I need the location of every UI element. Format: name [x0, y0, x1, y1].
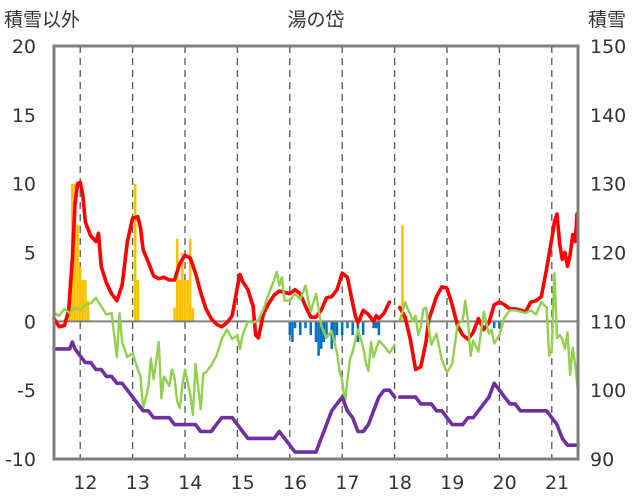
- left-tick-label: 5: [24, 243, 36, 265]
- vertical-gridlines: [79, 46, 553, 459]
- right-tick-label: 130: [590, 174, 626, 196]
- bar: [188, 238, 192, 322]
- bar: [401, 224, 404, 322]
- left-tick-labels: 20 15 10 5 0 -5 -10: [5, 36, 36, 471]
- right-tick-label: 90: [590, 449, 614, 471]
- bar: [304, 321, 307, 329]
- bar: [375, 321, 378, 329]
- bar: [186, 280, 189, 322]
- bar: [340, 321, 344, 336]
- left-tick-label: 10: [12, 174, 36, 196]
- bar: [492, 321, 496, 329]
- bar: [317, 321, 320, 356]
- right-axis-label: 積雪: [588, 9, 626, 31]
- right-tick-labels: 150 140 130 120 110 100 90: [590, 36, 626, 471]
- bar: [76, 224, 79, 322]
- x-tick-label: 16: [283, 472, 307, 494]
- bar: [178, 280, 182, 322]
- x-tick-label: 14: [178, 472, 202, 494]
- bar: [346, 321, 349, 329]
- bar: [181, 252, 184, 322]
- bar: [325, 321, 328, 336]
- bar: [173, 307, 176, 322]
- bar: [361, 321, 365, 336]
- left-tick-label: -10: [5, 449, 36, 471]
- bar: [183, 280, 187, 322]
- x-tick-label: 20: [493, 472, 517, 494]
- left-tick-label: 0: [24, 311, 36, 333]
- left-axis-label: 積雪以外: [4, 9, 80, 31]
- plot-frame: [52, 44, 580, 461]
- bar: [299, 321, 302, 336]
- right-tick-label: 110: [590, 311, 626, 333]
- bar: [335, 321, 339, 336]
- x-tick-label: 15: [231, 472, 255, 494]
- x-tick-label: 12: [73, 472, 97, 494]
- bar: [288, 321, 292, 336]
- bar: [309, 321, 313, 336]
- x-tick-label: 19: [440, 472, 464, 494]
- left-tick-label: -5: [17, 380, 36, 402]
- right-tick-label: 120: [590, 243, 626, 265]
- x-tick-labels: 12 13 14 15 16 17 18 19 20 21: [73, 472, 569, 494]
- line-series: [52, 180, 580, 454]
- bar: [175, 238, 179, 322]
- bar: [191, 307, 195, 322]
- red-series-line: [52, 180, 579, 372]
- bar: [498, 321, 501, 329]
- x-tick-label: 18: [388, 472, 412, 494]
- left-tick-label: 15: [12, 105, 36, 127]
- x-tick-label: 13: [126, 472, 150, 494]
- x-tick-label: 17: [335, 472, 359, 494]
- bar: [314, 321, 318, 342]
- bar: [84, 280, 87, 322]
- bar: [73, 183, 77, 322]
- bar: [351, 321, 354, 336]
- right-tick-label: 140: [590, 105, 626, 127]
- bar: [86, 300, 90, 322]
- bar: [136, 280, 140, 322]
- bar: [293, 321, 297, 329]
- bar: [333, 321, 336, 342]
- bar: [133, 183, 137, 322]
- chart-title: 湯の岱: [287, 9, 344, 31]
- bar: [372, 321, 375, 329]
- purple-series-line: [52, 340, 580, 454]
- x-tick-label: 21: [545, 472, 569, 494]
- bar: [81, 280, 85, 322]
- right-tick-label: 150: [590, 36, 626, 58]
- bar: [319, 321, 323, 349]
- bar: [377, 321, 381, 336]
- green-series-line: [52, 270, 580, 417]
- bar: [291, 321, 294, 342]
- left-tick-label: 20: [12, 36, 36, 58]
- bar: [78, 266, 82, 322]
- right-tick-label: 100: [590, 380, 626, 402]
